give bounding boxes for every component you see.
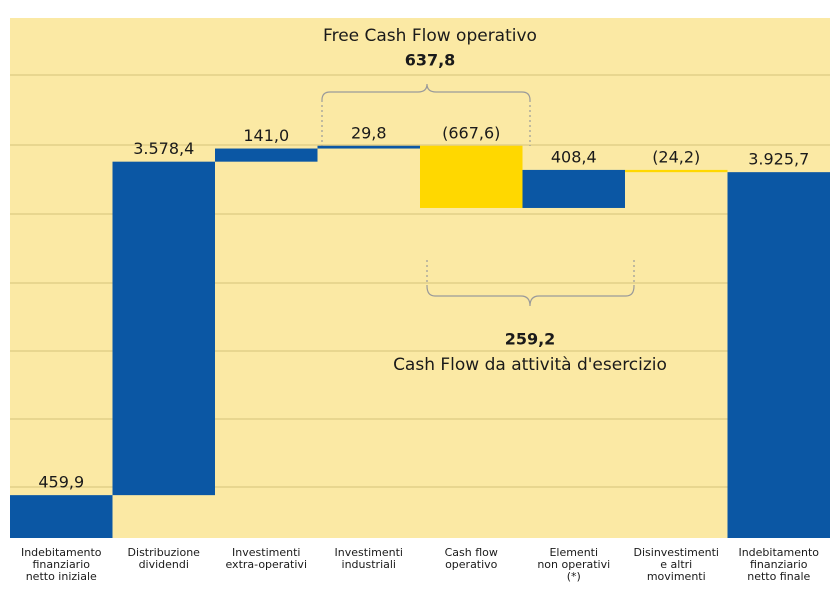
value-label: (667,6) bbox=[442, 123, 500, 142]
value-label: 459,9 bbox=[38, 473, 84, 492]
bar bbox=[113, 162, 216, 495]
bar bbox=[625, 170, 728, 172]
annotation-value: 637,8 bbox=[405, 51, 456, 70]
bar bbox=[523, 170, 626, 208]
bar bbox=[318, 146, 421, 149]
annotation-value: 259,2 bbox=[505, 330, 556, 349]
x-tick-label: operativo bbox=[445, 558, 498, 571]
x-tick-label: netto finale bbox=[747, 570, 810, 583]
value-label: 3.578,4 bbox=[133, 139, 194, 158]
x-tick-label: extra-operativi bbox=[225, 558, 307, 571]
value-label: 3.925,7 bbox=[748, 150, 809, 169]
x-tick-label: (*) bbox=[567, 570, 581, 583]
bar bbox=[215, 149, 318, 162]
x-tick-label: movimenti bbox=[647, 570, 706, 583]
x-tick-label: dividendi bbox=[139, 558, 189, 571]
bar bbox=[10, 495, 113, 538]
x-tick-label: netto iniziale bbox=[26, 570, 97, 583]
value-label: 141,0 bbox=[243, 126, 289, 145]
bar bbox=[728, 172, 830, 538]
annotation-title: Free Cash Flow operativo bbox=[323, 26, 537, 46]
value-label: (24,2) bbox=[652, 147, 700, 166]
x-tick-label: industriali bbox=[342, 558, 396, 571]
value-label: 408,4 bbox=[551, 147, 597, 166]
value-label: 29,8 bbox=[351, 123, 387, 142]
annotation-title: Cash Flow da attività d'esercizio bbox=[393, 355, 667, 375]
bar bbox=[420, 146, 523, 208]
